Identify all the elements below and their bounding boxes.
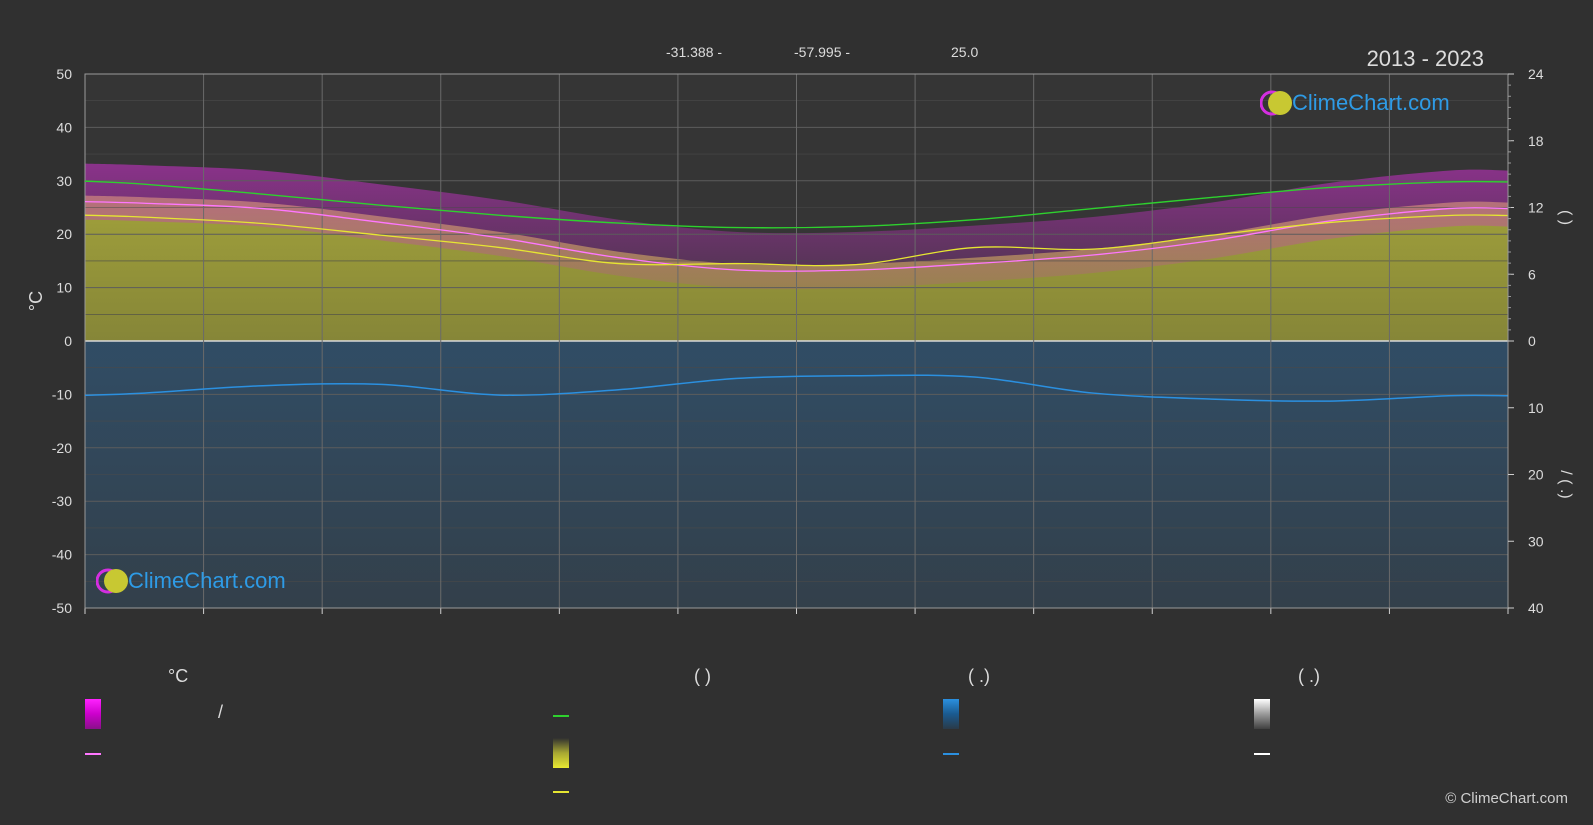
right-axis-title-bottom: / ( .) xyxy=(1557,470,1574,498)
legend-snow-line xyxy=(1254,753,1270,755)
y-tick-label: -30 xyxy=(52,493,72,509)
legend-temp-separator: / xyxy=(218,702,224,722)
legend-snow-title: ( .) xyxy=(1298,666,1320,686)
legend-precip-line xyxy=(943,753,959,755)
right-top-tick-label: 18 xyxy=(1528,133,1544,149)
precipitation-line xyxy=(84,374,1509,402)
y-tick-label: -40 xyxy=(52,547,72,563)
right-bottom-tick-label: 40 xyxy=(1528,600,1544,616)
y-tick-label: 20 xyxy=(56,226,72,242)
elevation-label: 25.0 xyxy=(951,44,979,60)
y-tick-label: -20 xyxy=(52,440,72,456)
y-tick-label: -10 xyxy=(52,386,72,402)
year-range: 2013 - 2023 xyxy=(1366,46,1484,71)
right-top-tick-label: 24 xyxy=(1528,66,1544,82)
legend-temp-title: °C xyxy=(168,666,189,686)
legend-max-temp-line xyxy=(85,753,101,755)
copyright[interactable]: © ClimeChart.com xyxy=(1445,790,1568,807)
y-axis-title: °C xyxy=(26,291,46,311)
logo-top[interactable]: ClimeChart.com xyxy=(1259,89,1450,117)
logo-bottom[interactable]: ClimeChart.com xyxy=(95,567,286,595)
y-tick-label: -50 xyxy=(52,600,72,616)
daylight-line xyxy=(84,180,1509,229)
y-tick-label: 40 xyxy=(56,119,72,135)
right-bottom-tick-label: 10 xyxy=(1528,400,1544,416)
legend-rain-title: ( .) xyxy=(968,666,990,686)
y-tick-label: 50 xyxy=(56,66,72,82)
legend-daylight-line xyxy=(553,715,569,717)
logo-text: ClimeChart.com xyxy=(1292,90,1450,115)
legend-snow-swatch xyxy=(1254,699,1270,729)
right-bottom-tick-label: 20 xyxy=(1528,467,1544,483)
legend-precip-swatch xyxy=(943,699,959,729)
right-top-tick-label: 0 xyxy=(1528,333,1536,349)
legend-temp-range-swatch xyxy=(85,699,101,729)
legend-sunshine-line xyxy=(553,791,569,793)
right-top-tick-label: 12 xyxy=(1528,200,1544,216)
sunshine-line xyxy=(84,214,1509,267)
y-tick-label: 10 xyxy=(56,280,72,296)
right-bottom-tick-label: 30 xyxy=(1528,533,1544,549)
y-tick-label: 0 xyxy=(64,333,72,349)
logo-icon xyxy=(1259,89,1292,117)
latitude-label: -31.388 - xyxy=(666,44,723,60)
longitude-label: -57.995 - xyxy=(794,44,851,60)
legend-sun-title: ( ) xyxy=(694,666,711,686)
logo-icon xyxy=(95,567,128,595)
right-axis-title-top: ( ) xyxy=(1557,210,1574,225)
y-tick-label: 30 xyxy=(56,173,72,189)
logo-text: ClimeChart.com xyxy=(128,568,286,593)
legend-sunshine-swatch xyxy=(553,738,569,768)
right-top-tick-label: 6 xyxy=(1528,266,1536,282)
